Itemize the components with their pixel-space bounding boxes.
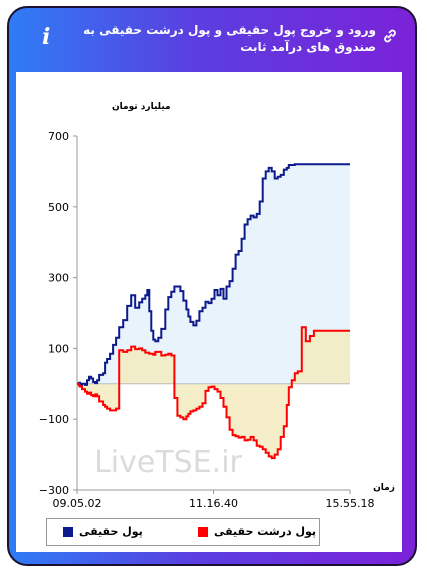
y-axis: −300 −100 100 300 500 700 (39, 130, 77, 497)
legend-swatch-real-money (63, 527, 73, 537)
link-icon[interactable] (382, 28, 398, 44)
legend-swatch-big-real-money (198, 527, 208, 537)
watermark: LiveTSE.ir (94, 445, 242, 480)
x-tick-label: 09.05.02 (53, 497, 102, 510)
y-tick-label: 700 (48, 130, 69, 143)
y-tick-label: 500 (48, 201, 69, 214)
chart-title: ورود و خروج پول حقیقی و پول درشت حقیقی ب… (83, 23, 376, 54)
area-fills (77, 164, 350, 459)
x-axis-label: زمان (373, 483, 395, 493)
x-tick-label: 15.55.18 (326, 497, 375, 510)
y-axis-label: میلیارد تومان (112, 102, 171, 112)
y-tick-label: −100 (39, 413, 69, 426)
info-icon[interactable]: i (42, 24, 51, 50)
area-big-real-money (77, 327, 350, 459)
series-line-real-money[interactable] (77, 163, 350, 387)
legend-label-real-money[interactable]: پول حقیقی (79, 525, 143, 538)
widget-header: i ورود و خروج پول حقیقی و پول درشت حقیقی… (16, 14, 410, 66)
area-real-money (77, 164, 350, 386)
y-tick-label: 100 (48, 342, 69, 355)
x-axis: 09.05.02 11.16.40 15.55.18 (53, 490, 375, 510)
y-tick-label: −300 (39, 484, 69, 497)
x-tick-label: 11.16.40 (189, 497, 238, 510)
legend: پول حقیقی پول درشت حقیقی (46, 518, 320, 546)
series-line-big-real-money[interactable] (77, 326, 350, 460)
legend-label-big-real-money[interactable]: پول درشت حقیقی (214, 525, 317, 538)
series-lines (77, 163, 350, 460)
y-tick-label: 300 (48, 272, 69, 285)
